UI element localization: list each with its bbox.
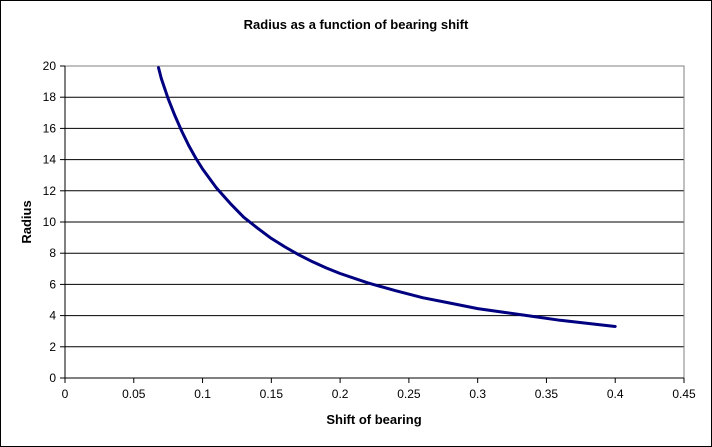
y-tick-label: 0 (49, 371, 56, 385)
y-axis-label: Radius (19, 200, 34, 243)
x-axis-label: Shift of bearing (326, 412, 421, 427)
x-tick-label: 0 (62, 387, 69, 401)
x-tick-label: 0.35 (535, 387, 559, 401)
x-tick-label: 0.15 (260, 387, 284, 401)
y-tick-label: 2 (49, 340, 56, 354)
y-tick-label: 14 (43, 153, 57, 167)
x-tick-label: 0.05 (122, 387, 146, 401)
x-tick-label: 0.4 (607, 387, 624, 401)
x-axis: 0 0.05 0.1 0.15 0.2 0.25 0.3 0.35 0.4 0.45 (62, 377, 696, 401)
x-tick-label: 0.45 (672, 387, 696, 401)
chart-title: Radius as a function of bearing shift (244, 17, 469, 32)
y-tick-label: 20 (43, 59, 57, 73)
series-line (157, 66, 617, 328)
series-group (157, 66, 617, 328)
x-tick-label: 0.3 (469, 387, 486, 401)
x-tick-label: 0.2 (332, 387, 349, 401)
y-tick-label: 12 (43, 184, 57, 198)
x-tick-label: 0.25 (397, 387, 421, 401)
x-tick-label: 0.1 (194, 387, 211, 401)
y-tick-label: 8 (49, 246, 56, 260)
y-tick-label: 16 (43, 121, 57, 135)
y-tick-label: 18 (43, 90, 57, 104)
y-tick-label: 4 (49, 309, 56, 323)
y-tick-label: 6 (49, 277, 56, 291)
y-tick-label: 10 (43, 215, 57, 229)
y-axis: 0 2 4 6 8 10 12 14 16 18 20 (43, 59, 66, 385)
